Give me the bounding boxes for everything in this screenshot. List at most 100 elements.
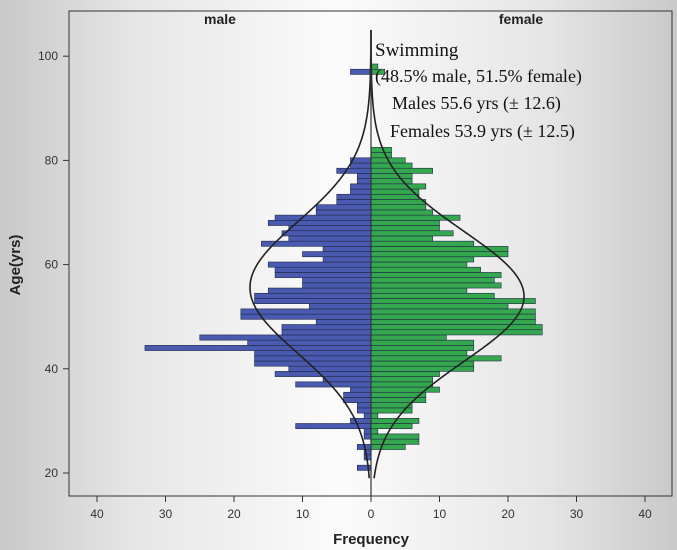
male-bar [274, 214, 372, 221]
female-bar [370, 220, 440, 226]
male-bar [309, 303, 372, 310]
female-bar [370, 272, 502, 278]
male-bar [302, 277, 372, 284]
female-bar [370, 428, 379, 435]
male-bar [254, 292, 372, 299]
male-bar [356, 173, 372, 179]
male-bars [144, 68, 372, 471]
male-bar [336, 199, 372, 205]
female-bar [370, 193, 420, 200]
female-bar [370, 365, 475, 372]
female-bar [370, 251, 509, 258]
y-axis: 20 40 60 80 100 [38, 11, 70, 496]
male-bar [356, 407, 372, 414]
female-bar [370, 334, 447, 341]
female-bar [370, 324, 543, 331]
male-bar [144, 345, 372, 351]
male-bar [254, 298, 372, 304]
female-bar [370, 173, 413, 179]
male-bar [199, 334, 372, 341]
male-bar [363, 428, 372, 435]
panel-title-female: female [499, 11, 544, 27]
female-bar [370, 433, 420, 440]
female-bar [370, 292, 495, 299]
female-bar [370, 313, 536, 320]
male-bar [350, 386, 372, 393]
x-tick-label: 40 [90, 507, 104, 521]
female-bar [370, 376, 433, 383]
male-bar [322, 256, 372, 263]
male-bar [267, 220, 372, 226]
male-bar [295, 381, 372, 388]
female-bar [370, 303, 509, 310]
male-bar [267, 261, 372, 268]
male-bar [302, 282, 372, 289]
male-bar [350, 68, 372, 75]
female-bars [370, 63, 543, 450]
male-bar [350, 162, 372, 169]
female-bar [370, 298, 536, 304]
female-bar [370, 308, 536, 315]
female-bar [370, 256, 475, 263]
x-tick-label: 40 [638, 507, 652, 521]
female-bar [370, 345, 475, 351]
male-bar [281, 324, 372, 331]
male-bar [315, 319, 372, 325]
annotation-subtitle: (48.5% male, 51.5% female) [375, 66, 582, 87]
female-bar [370, 444, 406, 450]
male-bar [336, 193, 372, 200]
y-tick-label: 80 [45, 153, 59, 167]
male-bar [254, 355, 372, 362]
female-bar [370, 204, 427, 211]
x-tick-label: 10 [433, 507, 447, 521]
female-bar [370, 147, 392, 153]
female-bar [370, 266, 481, 273]
female-bar [370, 230, 454, 237]
y-tick-label: 60 [45, 258, 59, 272]
y-tick-label: 40 [45, 362, 59, 376]
male-bar [254, 350, 372, 357]
female-bar [370, 183, 427, 190]
male-bar [322, 376, 372, 383]
female-bar [370, 412, 379, 419]
female-bar [370, 282, 502, 289]
male-bar [254, 360, 372, 367]
female-bar [370, 178, 413, 185]
male-bar [274, 266, 372, 273]
female-bar [370, 339, 475, 346]
female-bar [370, 277, 495, 284]
x-axis: 40 30 20 10 0 10 20 30 40 [90, 496, 652, 521]
male-bar [261, 240, 372, 247]
y-tick-label: 20 [45, 466, 59, 480]
male-bar [315, 204, 372, 211]
male-bar [356, 178, 372, 185]
male-bar [315, 209, 372, 216]
female-bar [370, 329, 543, 336]
female-bar [370, 350, 468, 357]
annotation-males: Males 55.6 yrs (± 12.6) [392, 93, 561, 114]
male-bar [288, 225, 372, 232]
male-bar [336, 167, 372, 174]
x-tick-label: 10 [296, 507, 310, 521]
female-bar [370, 240, 475, 247]
y-axis-title: Age(yrs) [7, 235, 24, 296]
male-bar [363, 412, 372, 419]
male-bar [350, 417, 372, 424]
male-bar [267, 287, 372, 294]
male-bar [281, 329, 372, 336]
female-bar [370, 199, 427, 205]
panel-title-male: male [204, 11, 236, 27]
x-tick-label: 20 [227, 507, 241, 521]
male-normal-curve [249, 30, 372, 479]
male-bar [288, 235, 372, 242]
x-tick-label: 0 [368, 507, 375, 521]
male-bar [343, 397, 372, 403]
male-bar [363, 433, 372, 440]
male-bar [247, 339, 372, 346]
annotation-title: Swimming [375, 40, 459, 61]
female-bar [370, 152, 392, 159]
female-bar [370, 261, 468, 268]
x-tick-label: 20 [501, 507, 515, 521]
female-bar [370, 381, 433, 388]
